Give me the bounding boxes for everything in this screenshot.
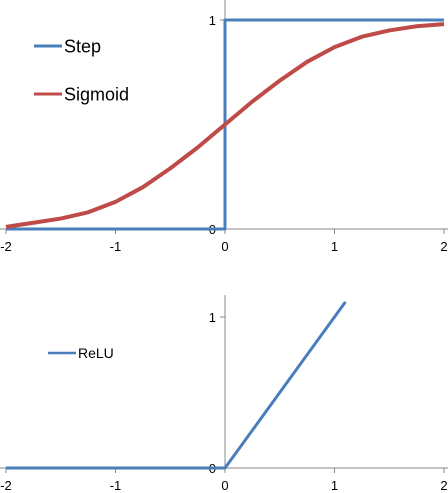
x-tick-label: 2 [440, 478, 447, 493]
x-tick-label: -1 [110, 478, 122, 493]
y-tick-label: 1 [209, 13, 216, 28]
x-tick-label: 2 [440, 239, 447, 254]
x-tick-label: -2 [0, 239, 12, 254]
series-line-sigmoid [5, 22, 445, 229]
x-tick-label: -2 [0, 478, 12, 493]
x-tick-label: -1 [110, 239, 122, 254]
series-line-relu [6, 301, 347, 470]
x-tick-label: 1 [331, 478, 338, 493]
x-tick-label: 1 [331, 239, 338, 254]
y-tick-label: 1 [209, 310, 216, 325]
legend-label: Sigmoid [64, 84, 129, 104]
x-tick-label: 0 [221, 239, 228, 254]
x-tick-label: 0 [221, 478, 228, 493]
legend-label: Step [64, 36, 101, 56]
legend-label: ReLU [78, 345, 114, 361]
